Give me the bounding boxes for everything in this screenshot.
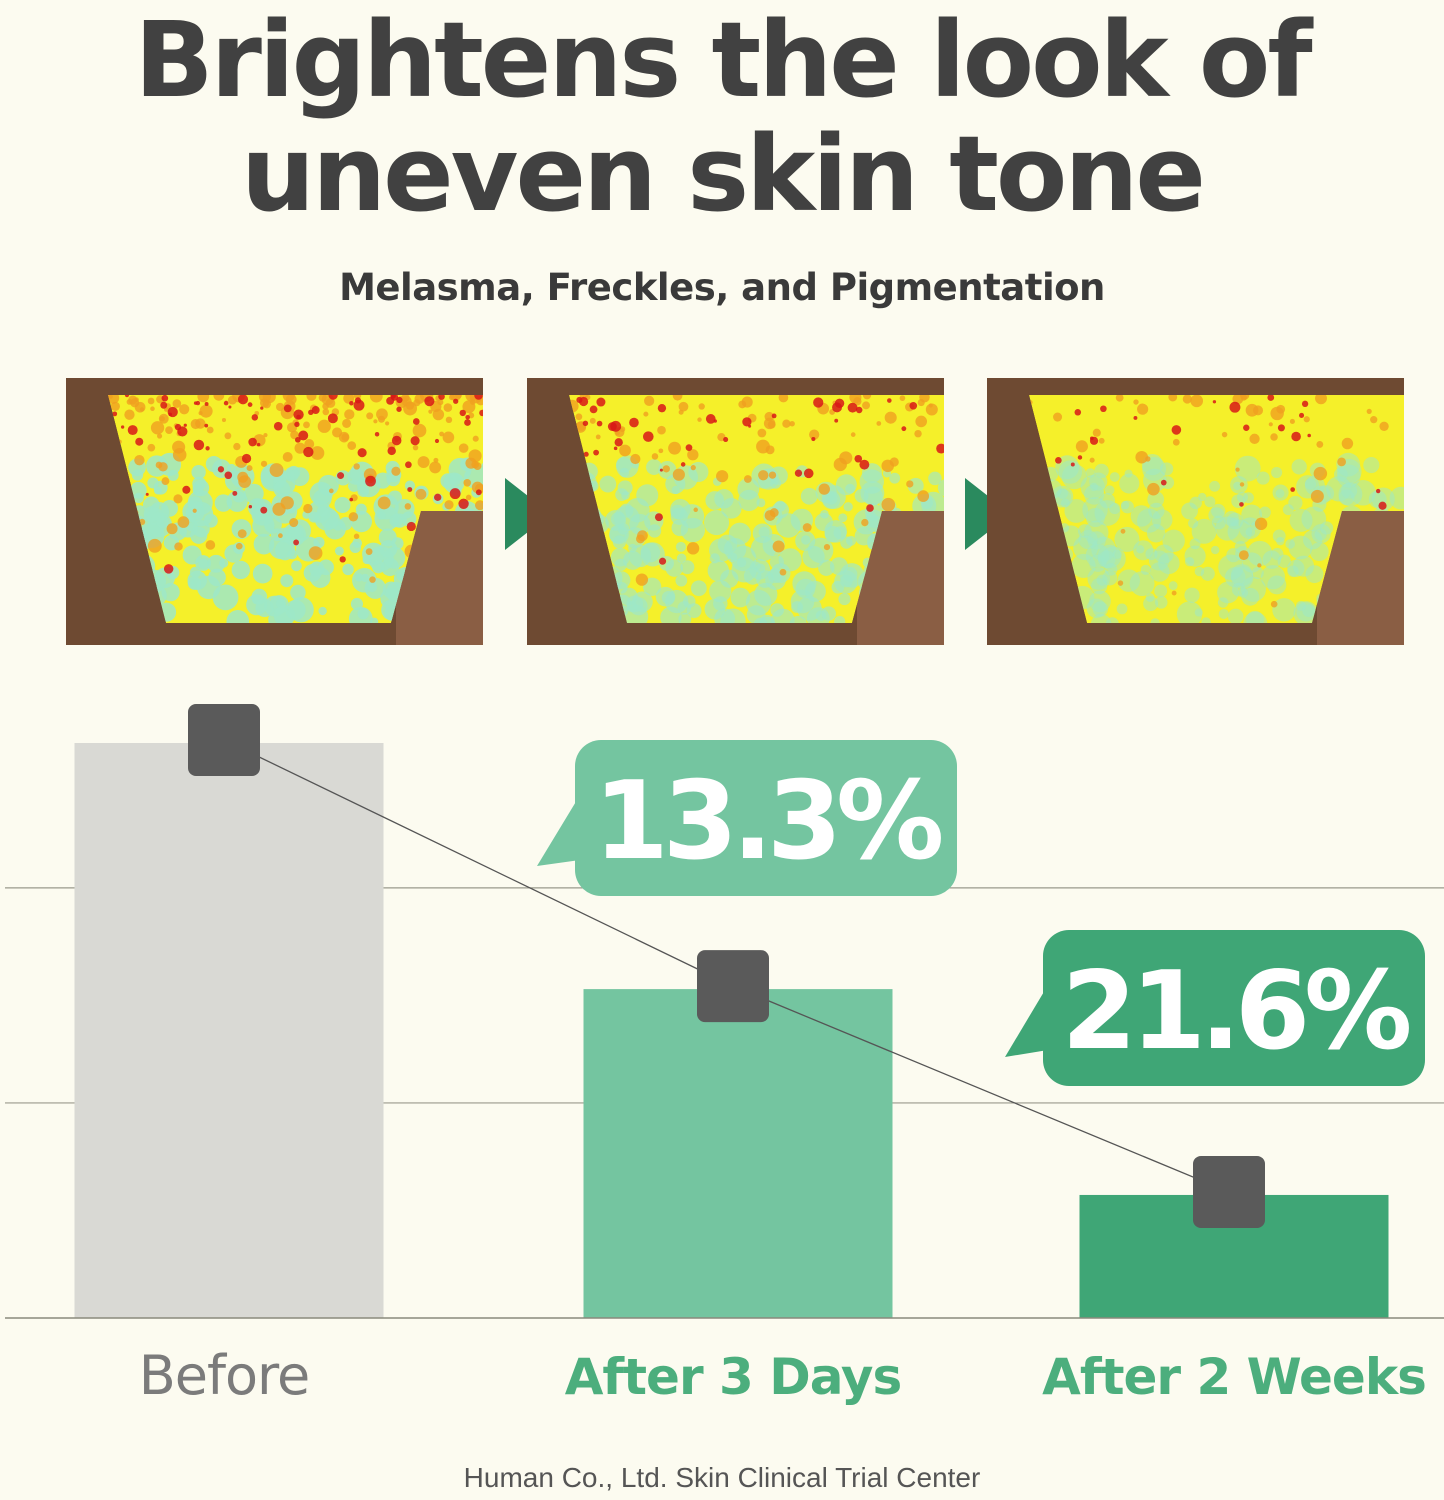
annotation-label: 21.6% <box>1062 949 1409 1074</box>
category-label: Before <box>139 1344 310 1407</box>
footer-source: Human Co., Ltd. Skin Clinical Trial Cent… <box>463 1462 981 1493</box>
photo-after-3-days <box>527 378 944 645</box>
category-label: After 3 Days <box>565 1348 902 1406</box>
bar-chart: 13.3% 21.6% Before After 3 Days After 2 Week… <box>5 704 1444 1407</box>
title-line-1: Brightens the look of <box>134 0 1312 121</box>
data-marker <box>188 704 260 776</box>
photo-after-2-weeks <box>987 378 1404 645</box>
photo-before <box>66 378 483 645</box>
annotation-label: 13.3% <box>594 759 941 884</box>
bar <box>74 743 384 1318</box>
annotation-bubble: 13.3% <box>537 740 957 896</box>
data-marker <box>1193 1155 1265 1228</box>
data-marker <box>697 950 769 1023</box>
title-line-2: uneven skin tone <box>241 113 1206 235</box>
category-label: After 2 Weeks <box>1042 1348 1426 1406</box>
annotation-bubble: 21.6% <box>1005 930 1425 1086</box>
subtitle: Melasma, Freckles, and Pigmentation <box>339 266 1105 309</box>
bar <box>583 989 893 1318</box>
